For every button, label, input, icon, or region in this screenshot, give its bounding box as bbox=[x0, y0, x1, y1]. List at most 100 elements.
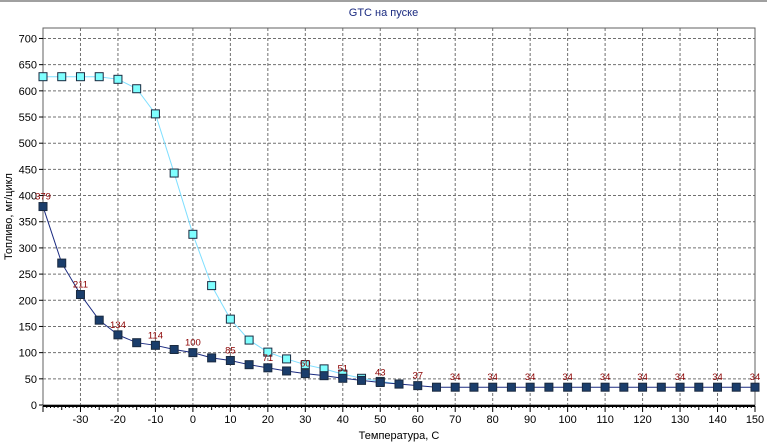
y-tick-label: 650 bbox=[19, 60, 37, 72]
data-label: 34 bbox=[562, 372, 573, 383]
data-point bbox=[225, 314, 235, 324]
x-tick-label: -20 bbox=[110, 414, 126, 426]
data-label: 114 bbox=[148, 330, 163, 341]
data-point bbox=[94, 315, 104, 325]
y-tick-label: 450 bbox=[19, 164, 37, 176]
data-point bbox=[57, 72, 67, 82]
data-label: 34 bbox=[600, 372, 611, 383]
data-point bbox=[132, 338, 142, 348]
data-point bbox=[113, 330, 123, 340]
chart-title: GTC на пуске bbox=[348, 7, 419, 19]
y-tick-label: 300 bbox=[19, 243, 37, 255]
data-point bbox=[675, 382, 685, 392]
data-point bbox=[506, 382, 516, 392]
data-label: 34 bbox=[525, 372, 536, 383]
data-label: 34 bbox=[675, 372, 686, 383]
data-label: 34 bbox=[750, 372, 761, 383]
data-point bbox=[394, 379, 404, 389]
window-top-border bbox=[0, 0, 767, 2]
data-point bbox=[600, 382, 610, 392]
y-tick-label: 500 bbox=[19, 138, 37, 150]
x-tick-label: 120 bbox=[633, 414, 651, 426]
data-point bbox=[188, 348, 198, 358]
y-tick-label: 600 bbox=[19, 86, 37, 98]
data-point bbox=[207, 353, 217, 363]
data-label: 34 bbox=[637, 372, 648, 383]
data-point bbox=[731, 382, 741, 392]
data-label: 211 bbox=[73, 280, 88, 291]
x-tick-label: 0 bbox=[190, 414, 196, 426]
data-point bbox=[282, 354, 292, 364]
data-point bbox=[150, 340, 160, 350]
plot-area bbox=[43, 28, 755, 405]
data-point bbox=[94, 72, 104, 82]
x-tick-label: 130 bbox=[671, 414, 689, 426]
data-point bbox=[57, 258, 67, 268]
y-tick-label: 250 bbox=[19, 269, 37, 281]
data-point bbox=[338, 373, 348, 383]
y-tick-label: 550 bbox=[19, 112, 37, 124]
data-point bbox=[38, 72, 48, 82]
x-tick-label: -30 bbox=[73, 414, 89, 426]
x-tick-label: 100 bbox=[558, 414, 576, 426]
data-label: 379 bbox=[35, 192, 51, 203]
x-tick-label: 40 bbox=[337, 414, 349, 426]
data-point bbox=[619, 382, 629, 392]
data-point bbox=[544, 382, 554, 392]
data-point bbox=[750, 382, 760, 392]
data-point bbox=[75, 72, 85, 82]
data-label: 34 bbox=[487, 372, 498, 383]
y-tick-label: 700 bbox=[19, 33, 37, 45]
data-label: 100 bbox=[185, 338, 201, 349]
data-point bbox=[150, 109, 160, 119]
x-tick-label: 110 bbox=[596, 414, 614, 426]
data-point bbox=[263, 363, 273, 373]
data-point bbox=[694, 382, 704, 392]
data-point bbox=[713, 382, 723, 392]
data-label: 37 bbox=[412, 371, 423, 382]
data-point bbox=[525, 382, 535, 392]
data-label: 134 bbox=[110, 320, 126, 331]
data-label: 51 bbox=[338, 363, 349, 374]
data-point bbox=[169, 168, 179, 178]
y-tick-label: 400 bbox=[19, 191, 37, 203]
data-point bbox=[450, 382, 460, 392]
data-point bbox=[132, 84, 142, 94]
data-point bbox=[75, 290, 85, 300]
data-point bbox=[656, 382, 666, 392]
data-point bbox=[319, 371, 329, 381]
data-point bbox=[357, 375, 367, 385]
data-point bbox=[469, 382, 479, 392]
data-point bbox=[169, 344, 179, 354]
data-point bbox=[207, 281, 217, 291]
data-label: 34 bbox=[712, 372, 723, 383]
x-tick-label: 30 bbox=[299, 414, 311, 426]
x-tick-label: 60 bbox=[412, 414, 424, 426]
data-point bbox=[263, 347, 273, 357]
x-tick-label: 90 bbox=[524, 414, 536, 426]
x-tick-label: 80 bbox=[487, 414, 499, 426]
data-label: 43 bbox=[375, 367, 386, 378]
data-point bbox=[38, 202, 48, 212]
data-point bbox=[244, 335, 254, 345]
data-point bbox=[244, 360, 254, 370]
x-tick-label: 150 bbox=[746, 414, 764, 426]
x-tick-label: -10 bbox=[147, 414, 163, 426]
data-point bbox=[431, 382, 441, 392]
y-tick-label: 150 bbox=[19, 321, 37, 333]
y-tick-label: 0 bbox=[31, 400, 37, 412]
data-point bbox=[563, 382, 573, 392]
data-point bbox=[413, 381, 423, 391]
series-2 bbox=[38, 202, 760, 392]
data-point bbox=[300, 360, 310, 370]
data-point bbox=[225, 355, 235, 365]
data-point bbox=[638, 382, 648, 392]
data-point bbox=[375, 377, 385, 387]
data-point bbox=[581, 382, 591, 392]
y-tick-label: 200 bbox=[19, 295, 37, 307]
y-tick-label: 350 bbox=[19, 217, 37, 229]
y-axis-title: Топливо, мг/цикл bbox=[3, 173, 15, 260]
x-tick-label: 70 bbox=[449, 414, 461, 426]
